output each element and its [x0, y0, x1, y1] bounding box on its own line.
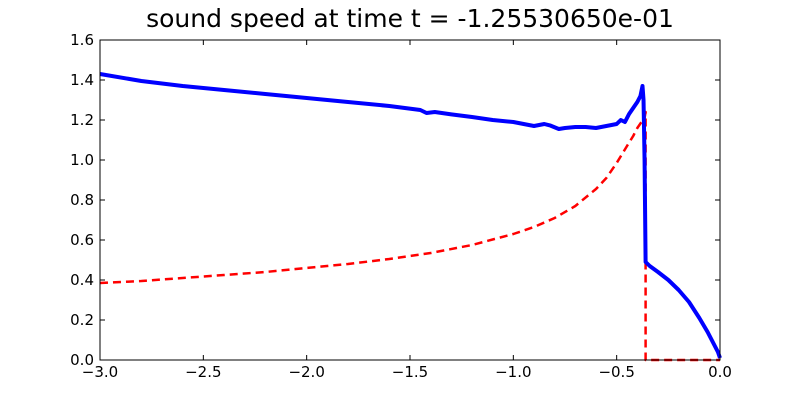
- x-tick-label: −3.0: [82, 363, 118, 381]
- x-tick-label: −2.0: [288, 363, 324, 381]
- x-tick-label: −1.5: [392, 363, 428, 381]
- y-tick-label: 0.2: [70, 311, 94, 329]
- series-layer: [99, 72, 722, 362]
- y-tick-label: 0.0: [70, 351, 94, 369]
- y-tick-label: 0.8: [70, 191, 94, 209]
- y-tick-label: 0.4: [70, 271, 94, 289]
- plot-frame: [99, 39, 721, 361]
- series-line-0: [99, 72, 722, 359]
- y-tick-label: 1.0: [70, 151, 94, 169]
- x-tick-label: −0.5: [598, 363, 634, 381]
- y-tick-label: 1.2: [70, 111, 94, 129]
- x-tick-label: −2.5: [185, 363, 221, 381]
- chart-title: sound speed at time t = -1.25530650e-01: [146, 4, 674, 33]
- y-tick-label: 0.6: [70, 231, 94, 249]
- ticks-layer: −3.0 −2.5 −2.0 −1.5 −1.0 −0.5 0.0 0.0 0.2 0.4 0.6 0…: [70, 31, 732, 381]
- y-tick-label: 1.4: [70, 71, 94, 89]
- x-tick-label: −1.0: [495, 363, 531, 381]
- y-tick-label: 1.6: [70, 31, 94, 49]
- x-tick-label: 0.0: [708, 363, 732, 381]
